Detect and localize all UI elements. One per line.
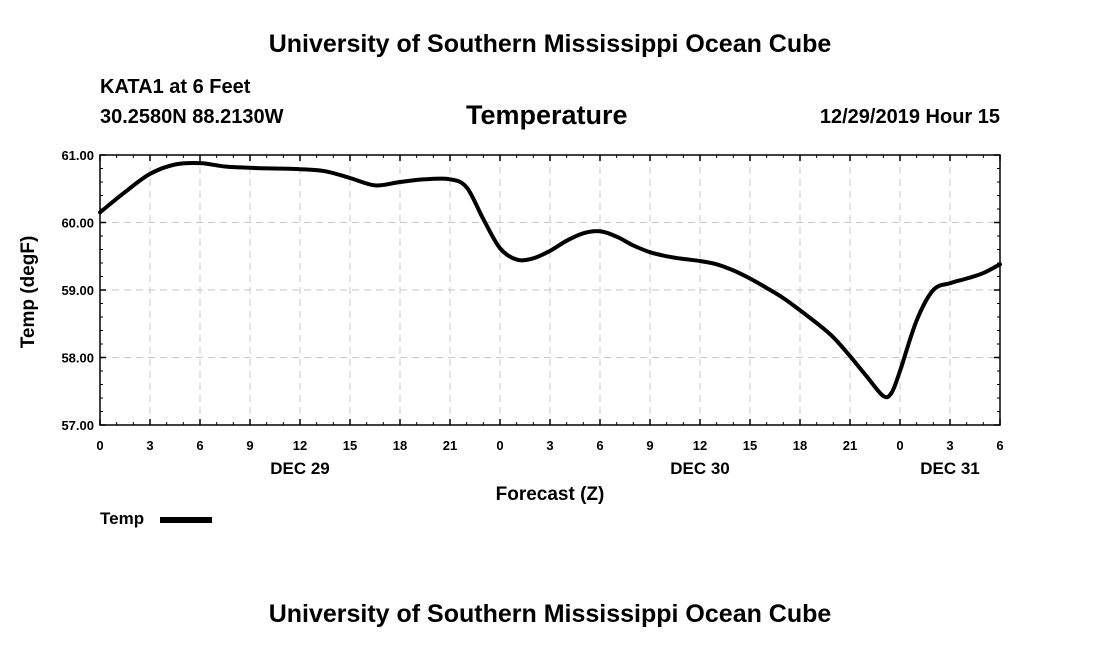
chart-title: Temperature xyxy=(466,100,628,130)
series-layer xyxy=(98,160,1002,400)
day-label: DEC 29 xyxy=(270,459,330,478)
org-title: University of Southern Mississippi Ocean… xyxy=(268,30,832,58)
x-tick-label: 3 xyxy=(146,438,153,453)
x-tick-label: 21 xyxy=(843,438,857,453)
y-tick-label: 59.00 xyxy=(61,283,94,298)
y-tick-label: 58.00 xyxy=(61,351,94,366)
y-tick-label: 60.00 xyxy=(61,216,94,231)
x-tick-label: 0 xyxy=(96,438,103,453)
x-tick-label: 9 xyxy=(246,438,253,453)
x-tick-label: 12 xyxy=(293,438,307,453)
series-line-temp xyxy=(98,160,1002,400)
x-tick-label: 12 xyxy=(693,438,707,453)
y-tick-label: 57.00 xyxy=(61,418,94,433)
grid-layer xyxy=(100,155,1000,425)
legend-label: Temp xyxy=(100,509,145,528)
axis-layer: 0 3 6 9 12 15 18 21 0 3 6 9 12 15 18 21 0 3 6 57.00 58.00 59.… xyxy=(61,148,1003,478)
station-coordinates: 30.2580N 88.2130W xyxy=(100,106,284,128)
x-tick-label: 3 xyxy=(946,438,953,453)
x-tick-label: 6 xyxy=(596,438,603,453)
day-label: DEC 31 xyxy=(920,459,980,478)
x-tick-label: 0 xyxy=(496,438,503,453)
y-tick-label: 61.00 xyxy=(61,148,94,163)
x-axis-label: Forecast (Z) xyxy=(496,484,605,505)
y-axis-label: Temp (degF) xyxy=(18,236,39,349)
x-tick-label: 21 xyxy=(443,438,457,453)
x-tick-label: 18 xyxy=(793,438,807,453)
x-tick-label: 0 xyxy=(896,438,903,453)
legend-swatch xyxy=(160,517,212,523)
x-tick-label: 18 xyxy=(393,438,407,453)
footer-org-title: University of Southern Mississippi Ocean… xyxy=(268,600,832,628)
x-tick-label: 3 xyxy=(546,438,553,453)
x-tick-label: 6 xyxy=(196,438,203,453)
x-tick-label: 15 xyxy=(343,438,357,453)
forecast-datetime: 12/29/2019 Hour 15 xyxy=(819,106,1000,128)
station-name: KATA1 at 6 Feet xyxy=(100,76,251,98)
day-label: DEC 30 xyxy=(670,459,730,478)
x-tick-label: 15 xyxy=(743,438,757,453)
plot-frame xyxy=(99,154,1001,426)
x-tick-label: 6 xyxy=(996,438,1003,453)
x-tick-label: 9 xyxy=(646,438,653,453)
